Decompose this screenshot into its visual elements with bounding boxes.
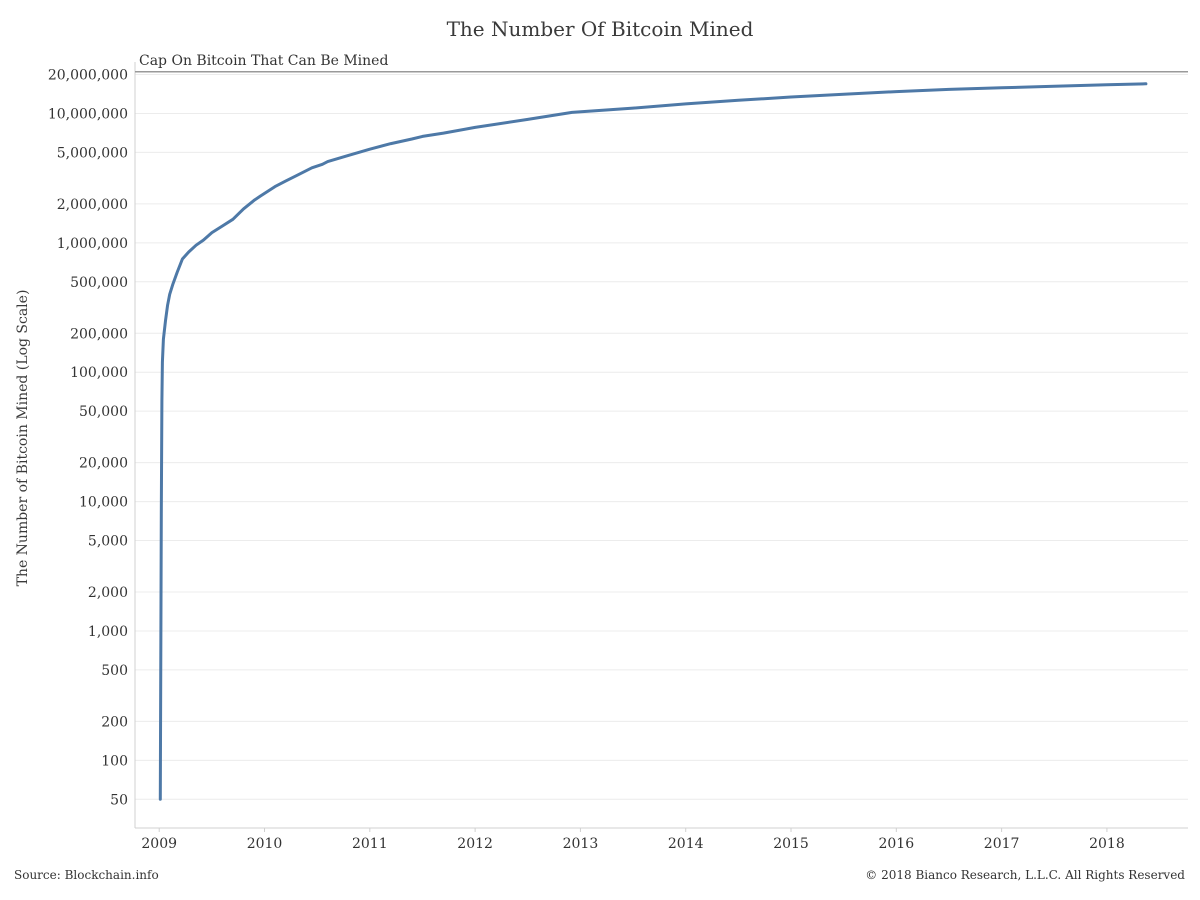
- source-note: Source: Blockchain.info: [14, 868, 159, 882]
- copyright-note: © 2018 Bianco Research, L.L.C. All Right…: [865, 868, 1185, 882]
- x-tick-label: 2011: [352, 836, 388, 852]
- x-tick-label: 2013: [563, 836, 599, 852]
- y-tick-label: 50: [110, 792, 128, 808]
- y-tick-label: 2,000: [88, 585, 128, 601]
- y-tick-label: 5,000,000: [57, 145, 128, 161]
- x-tick-label: 2014: [668, 836, 704, 852]
- grid-lines: [135, 74, 1188, 832]
- series: [158, 82, 1148, 801]
- y-tick-label: 5,000: [88, 534, 128, 550]
- y-tick-label: 1,000: [88, 624, 128, 640]
- x-tick-label: 2016: [878, 836, 914, 852]
- axes: [134, 62, 1188, 829]
- x-tick-label: 2009: [141, 836, 177, 852]
- y-tick-label: 100: [101, 753, 128, 769]
- x-tick-label: 2018: [1089, 836, 1125, 852]
- cap-annotation: Cap On Bitcoin That Can Be Mined: [135, 53, 1188, 73]
- x-tick-label: 2010: [247, 836, 283, 852]
- y-tick-label: 2,000,000: [57, 197, 128, 213]
- y-tick-label: 500: [101, 663, 128, 679]
- tick-labels: 50 100 200 500 1,000 2,000 5,000 10,000 20,000 50…: [48, 68, 1125, 852]
- y-tick-label: 20,000,000: [48, 68, 128, 84]
- cap-label: Cap On Bitcoin That Can Be Mined: [139, 53, 388, 69]
- y-tick-label: 10,000: [79, 495, 128, 511]
- y-axis-label: The Number of Bitcoin Mined (Log Scale): [15, 290, 31, 587]
- y-tick-label: 20,000: [79, 456, 128, 472]
- y-tick-label: 1,000,000: [57, 236, 128, 252]
- y-tick-label: 200: [101, 714, 128, 730]
- bitcoin-mined-line: [158, 82, 1148, 801]
- y-tick-label: 200,000: [70, 326, 128, 342]
- x-tick-label: 2015: [773, 836, 809, 852]
- x-tick-label: 2017: [984, 836, 1020, 852]
- y-tick-label: 100,000: [70, 365, 128, 381]
- chart-title: The Number Of Bitcoin Mined: [446, 17, 754, 41]
- x-tick-label: 2012: [457, 836, 493, 852]
- y-tick-label: 500,000: [70, 275, 128, 291]
- y-tick-label: 10,000,000: [48, 106, 128, 122]
- y-tick-label: 50,000: [79, 404, 128, 420]
